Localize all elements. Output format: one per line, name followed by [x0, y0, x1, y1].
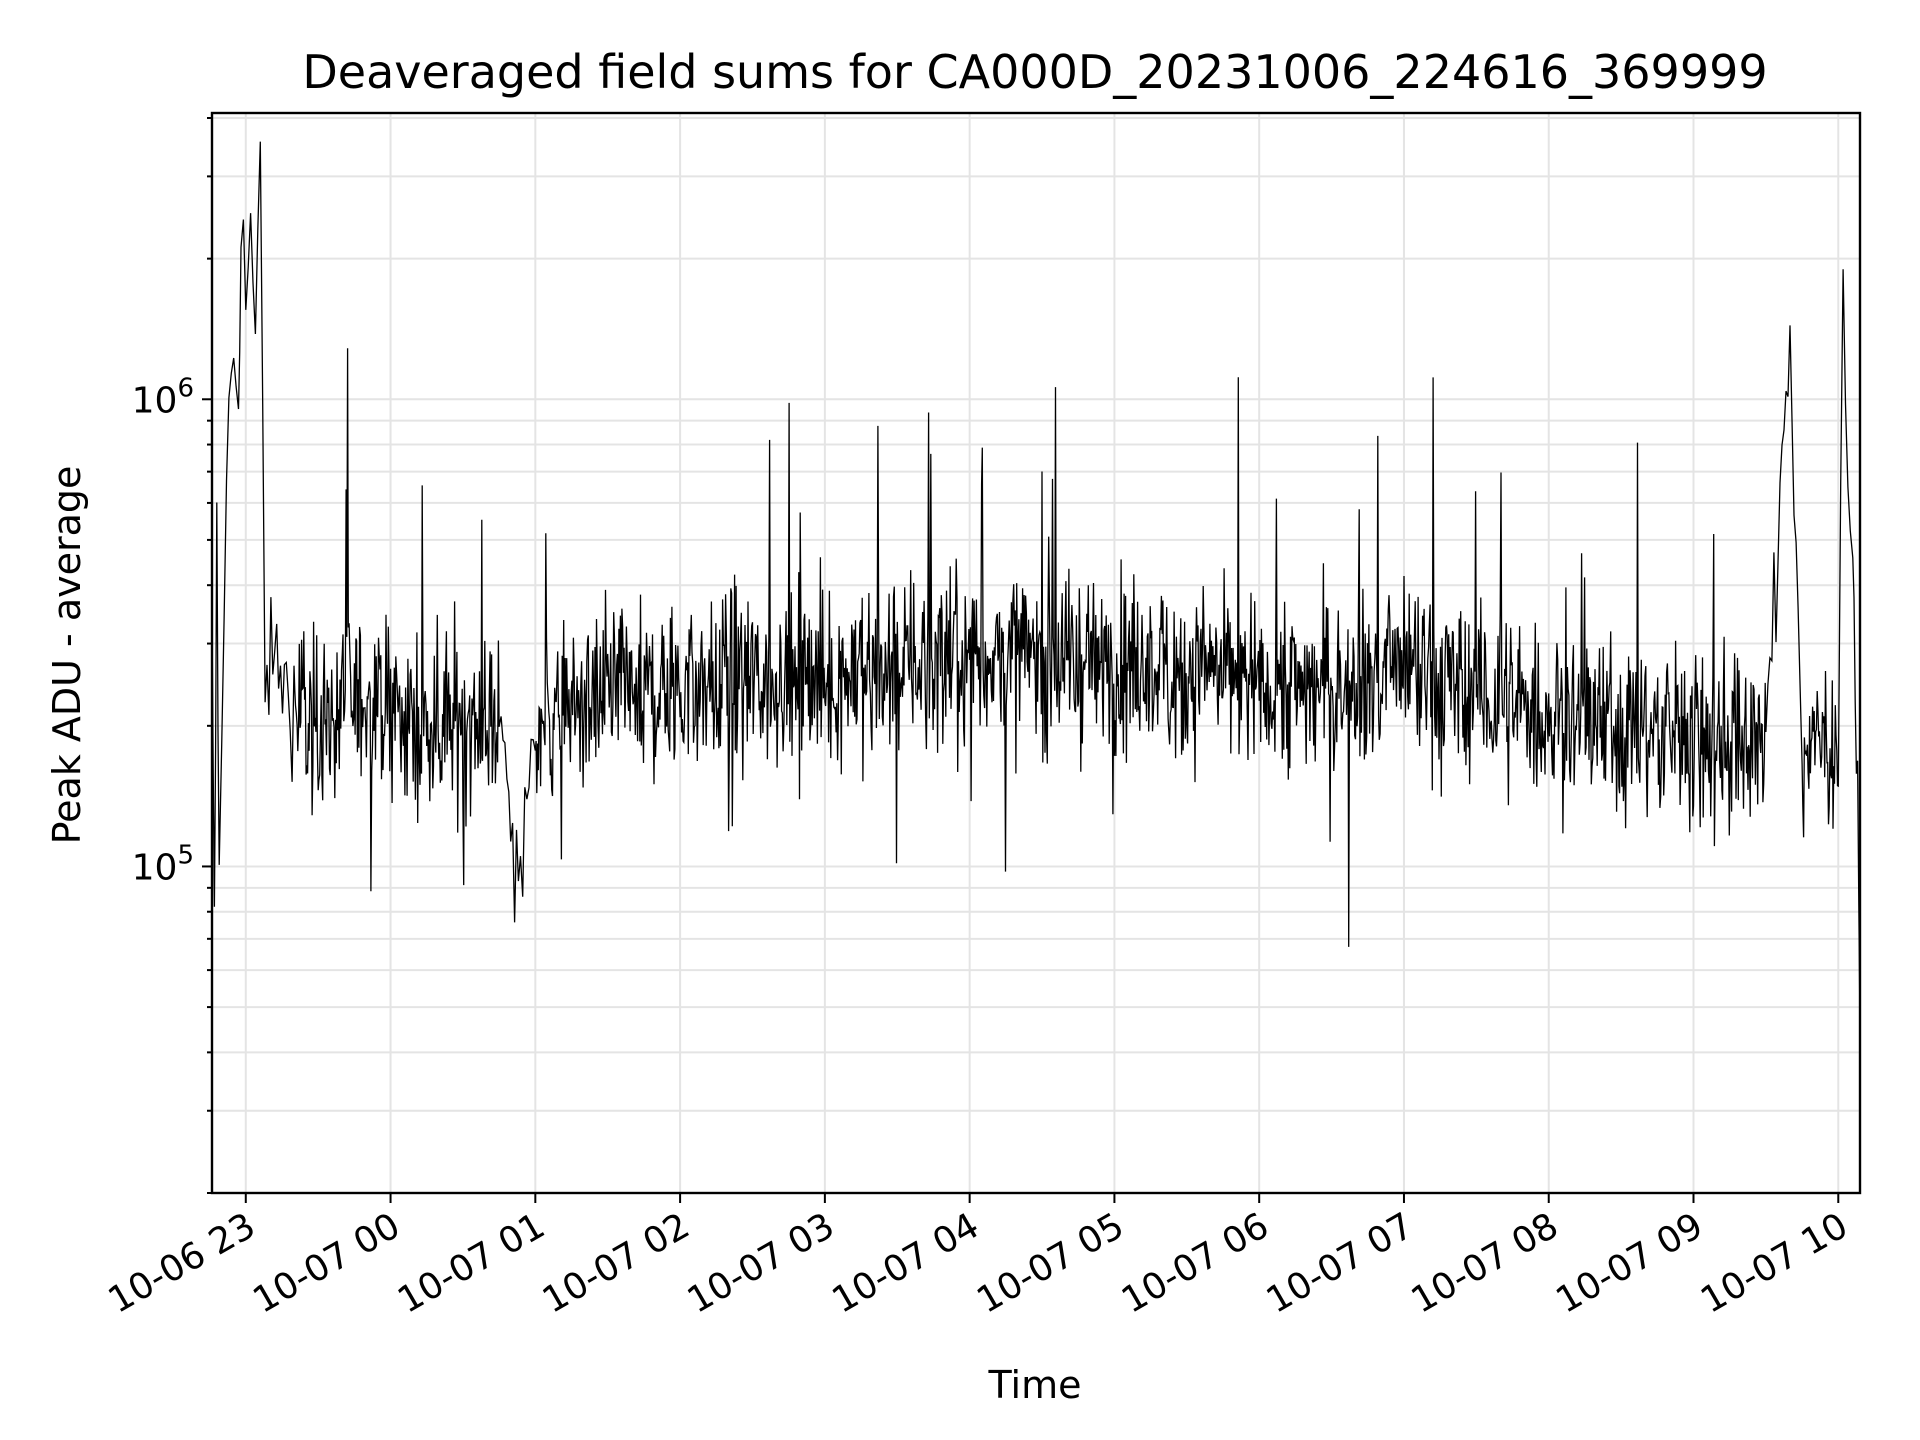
- y-axis-label: Peak ADU - average: [45, 466, 89, 845]
- y-tick-label: 105: [132, 840, 194, 888]
- chart-title: Deaveraged field sums for CA000D_2023100…: [302, 45, 1767, 99]
- plot-frame: [210, 111, 1862, 1195]
- y-tick-label-base: 10: [132, 380, 178, 421]
- x-axis-label: Time: [988, 1363, 1082, 1407]
- y-tick-label-exponent: 5: [177, 840, 194, 870]
- series-line: [211, 141, 1861, 1191]
- y-tick-label-exponent: 6: [177, 373, 194, 403]
- y-tick-label-base: 10: [132, 847, 178, 888]
- data-series: [211, 141, 1861, 1191]
- y-tick-label: 106: [132, 373, 194, 421]
